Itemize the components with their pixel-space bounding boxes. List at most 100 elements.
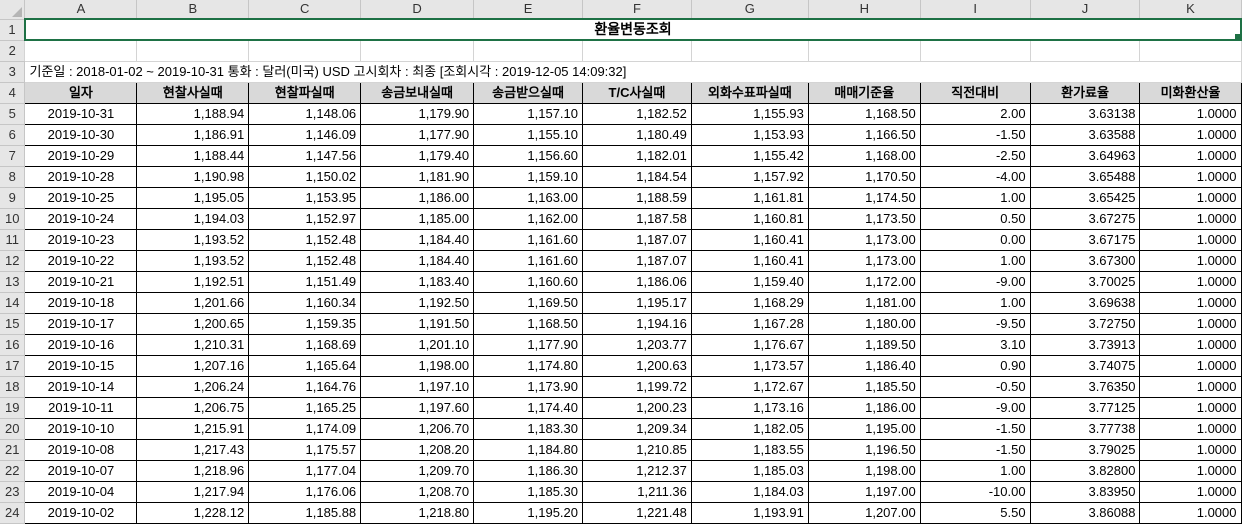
value-cell[interactable]: 1,174.40 bbox=[473, 396, 583, 419]
value-cell[interactable]: 1.0000 bbox=[1139, 228, 1242, 251]
value-cell[interactable]: 1.0000 bbox=[1139, 102, 1242, 125]
value-cell[interactable]: 0.50 bbox=[919, 207, 1031, 230]
row-header[interactable]: 22 bbox=[0, 460, 26, 482]
value-cell[interactable]: 1,181.90 bbox=[360, 165, 475, 188]
value-cell[interactable]: 1,207.00 bbox=[807, 501, 921, 524]
value-cell[interactable]: -1.50 bbox=[919, 438, 1031, 461]
row-header[interactable]: 16 bbox=[0, 334, 26, 356]
value-cell[interactable]: 1.0000 bbox=[1139, 480, 1242, 503]
header-cell[interactable]: 송금보내실때 bbox=[360, 81, 475, 104]
date-cell[interactable]: 2019-10-18 bbox=[24, 291, 138, 314]
row-header[interactable]: 3 bbox=[0, 61, 26, 83]
value-cell[interactable]: 3.77125 bbox=[1029, 396, 1141, 419]
column-header-j[interactable]: J bbox=[1030, 0, 1141, 20]
value-cell[interactable]: 1,157.92 bbox=[690, 165, 809, 188]
value-cell[interactable]: 1,160.81 bbox=[690, 207, 809, 230]
value-cell[interactable]: 1,160.60 bbox=[473, 270, 583, 293]
value-cell[interactable]: 2.00 bbox=[919, 102, 1031, 125]
value-cell[interactable]: 1,201.10 bbox=[360, 333, 475, 356]
value-cell[interactable]: 1,186.30 bbox=[473, 459, 583, 482]
value-cell[interactable]: 1,173.00 bbox=[807, 249, 921, 272]
column-header-a[interactable]: A bbox=[24, 0, 138, 20]
cell[interactable] bbox=[1139, 40, 1242, 62]
value-cell[interactable]: 1.00 bbox=[919, 291, 1031, 314]
value-cell[interactable]: 1,173.57 bbox=[690, 354, 809, 377]
value-cell[interactable]: 1,152.48 bbox=[248, 249, 362, 272]
value-cell[interactable]: 1,160.34 bbox=[248, 291, 362, 314]
cell[interactable] bbox=[360, 40, 475, 62]
date-cell[interactable]: 2019-10-11 bbox=[24, 396, 138, 419]
header-cell[interactable]: 일자 bbox=[24, 81, 138, 104]
value-cell[interactable]: 1,206.70 bbox=[360, 417, 475, 440]
value-cell[interactable]: 1.0000 bbox=[1139, 207, 1242, 230]
value-cell[interactable]: 1,201.66 bbox=[136, 291, 250, 314]
value-cell[interactable]: 1,147.56 bbox=[248, 144, 362, 167]
value-cell[interactable]: 1,152.48 bbox=[248, 228, 362, 251]
column-header-g[interactable]: G bbox=[691, 0, 809, 20]
value-cell[interactable]: -1.50 bbox=[919, 123, 1031, 146]
row-header[interactable]: 23 bbox=[0, 481, 26, 503]
header-cell[interactable]: 현찰파실때 bbox=[248, 81, 362, 104]
value-cell[interactable]: 3.86088 bbox=[1029, 501, 1141, 524]
value-cell[interactable]: 1,193.52 bbox=[136, 249, 250, 272]
value-cell[interactable]: 1,193.91 bbox=[690, 501, 809, 524]
row-header[interactable]: 5 bbox=[0, 103, 26, 125]
header-cell[interactable]: 미화환산율 bbox=[1139, 81, 1242, 104]
date-cell[interactable]: 2019-10-22 bbox=[24, 249, 138, 272]
value-cell[interactable]: 1,168.29 bbox=[690, 291, 809, 314]
value-cell[interactable]: 1,188.94 bbox=[136, 102, 250, 125]
value-cell[interactable]: 1,163.00 bbox=[473, 186, 583, 209]
value-cell[interactable]: 3.10 bbox=[919, 333, 1031, 356]
cell[interactable] bbox=[691, 40, 809, 62]
value-cell[interactable]: 1,177.90 bbox=[360, 123, 475, 146]
value-cell[interactable]: 5.50 bbox=[919, 501, 1031, 524]
date-cell[interactable]: 2019-10-25 bbox=[24, 186, 138, 209]
date-cell[interactable]: 2019-10-07 bbox=[24, 459, 138, 482]
value-cell[interactable]: 1,159.35 bbox=[248, 312, 362, 335]
value-cell[interactable]: 1,217.43 bbox=[136, 438, 250, 461]
value-cell[interactable]: 1,146.09 bbox=[248, 123, 362, 146]
row-header[interactable]: 2 bbox=[0, 40, 26, 62]
value-cell[interactable]: 0.00 bbox=[919, 228, 1031, 251]
row-header[interactable]: 1 bbox=[0, 19, 26, 41]
value-cell[interactable]: 1,198.00 bbox=[807, 459, 921, 482]
value-cell[interactable]: 1,186.00 bbox=[807, 396, 921, 419]
value-cell[interactable]: 1,185.00 bbox=[360, 207, 475, 230]
value-cell[interactable]: 1,200.23 bbox=[582, 396, 692, 419]
header-cell[interactable]: T/C사실때 bbox=[582, 81, 692, 104]
value-cell[interactable]: 1,174.09 bbox=[248, 417, 362, 440]
date-cell[interactable]: 2019-10-10 bbox=[24, 417, 138, 440]
header-cell[interactable]: 송금받으실때 bbox=[473, 81, 583, 104]
column-header-c[interactable]: C bbox=[248, 0, 362, 20]
value-cell[interactable]: 1,150.02 bbox=[248, 165, 362, 188]
date-cell[interactable]: 2019-10-28 bbox=[24, 165, 138, 188]
header-cell[interactable]: 현찰사실때 bbox=[136, 81, 250, 104]
value-cell[interactable]: 1.0000 bbox=[1139, 312, 1242, 335]
value-cell[interactable]: 1,203.77 bbox=[582, 333, 692, 356]
value-cell[interactable]: 3.65488 bbox=[1029, 165, 1141, 188]
value-cell[interactable]: 1,153.95 bbox=[248, 186, 362, 209]
value-cell[interactable]: 3.73913 bbox=[1029, 333, 1141, 356]
value-cell[interactable]: 1,193.52 bbox=[136, 228, 250, 251]
header-cell[interactable]: 환가료율 bbox=[1029, 81, 1141, 104]
select-all-triangle-icon[interactable] bbox=[12, 6, 23, 17]
value-cell[interactable]: 1,157.10 bbox=[473, 102, 583, 125]
value-cell[interactable]: 1,180.00 bbox=[807, 312, 921, 335]
value-cell[interactable]: 1.0000 bbox=[1139, 123, 1242, 146]
value-cell[interactable]: 1,174.50 bbox=[807, 186, 921, 209]
value-cell[interactable]: 1,168.00 bbox=[807, 144, 921, 167]
date-cell[interactable]: 2019-10-24 bbox=[24, 207, 138, 230]
column-header-f[interactable]: F bbox=[582, 0, 692, 20]
value-cell[interactable]: 3.67300 bbox=[1029, 249, 1141, 272]
value-cell[interactable]: 3.70025 bbox=[1029, 270, 1141, 293]
cell[interactable] bbox=[808, 40, 921, 62]
date-cell[interactable]: 2019-10-14 bbox=[24, 375, 138, 398]
value-cell[interactable]: 1,152.97 bbox=[248, 207, 362, 230]
row-header[interactable]: 20 bbox=[0, 418, 26, 440]
query-info-cell[interactable]: 기준일 : 2018-01-02 ~ 2019-10-31 통화 : 달러(미국… bbox=[24, 61, 1242, 83]
value-cell[interactable]: 1,212.37 bbox=[582, 459, 692, 482]
title-cell[interactable]: 환율변동조회 bbox=[23, 18, 1242, 41]
row-header[interactable]: 10 bbox=[0, 208, 26, 230]
value-cell[interactable]: 1,160.41 bbox=[690, 228, 809, 251]
row-header[interactable]: 7 bbox=[0, 145, 26, 167]
